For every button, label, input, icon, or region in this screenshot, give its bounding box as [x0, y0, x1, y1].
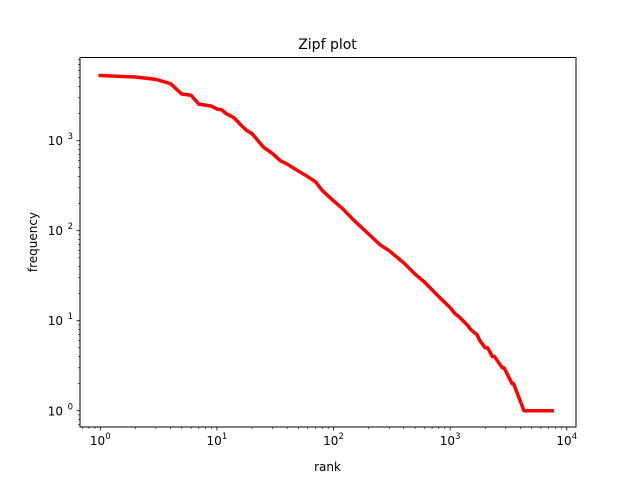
plot-frame: [79, 57, 577, 428]
y-tick-label: 10 1: [48, 312, 73, 328]
x-tick-base: 10: [556, 434, 571, 448]
x-axis-label: rank: [314, 460, 341, 474]
x-tick-label: 102: [323, 432, 344, 448]
x-tick-exponent: 1: [222, 432, 227, 442]
y-tick-exponent: 1: [68, 312, 73, 322]
series-line-0: [98, 73, 554, 413]
y-tick-label: 10 0: [48, 402, 73, 418]
y-tick-base: 10: [48, 314, 63, 328]
x-axis: 100 101 102 103 104: [81, 427, 577, 448]
x-tick-label: 104: [556, 432, 577, 448]
x-tick-exponent: 4: [572, 432, 577, 442]
y-tick-exponent: 2: [68, 222, 73, 232]
y-axis: 10 0 10 1 10 2 10 3: [48, 59, 80, 425]
x-tick-label: 103: [440, 432, 461, 448]
plot-area: [98, 73, 554, 413]
y-tick-base: 10: [48, 224, 63, 238]
x-tick-base: 10: [440, 434, 455, 448]
y-tick-exponent: 0: [68, 402, 73, 412]
y-tick-label: 10 2: [48, 222, 73, 238]
y-tick-base: 10: [48, 404, 63, 418]
x-tick-label: 101: [207, 432, 228, 448]
y-tick-label: 10 3: [48, 132, 73, 148]
y-tick-base: 10: [48, 134, 63, 148]
y-tick-exponent: 3: [68, 132, 73, 142]
x-tick-label: 100: [90, 432, 111, 448]
x-tick-exponent: 0: [105, 432, 110, 442]
x-tick-base: 10: [323, 434, 338, 448]
y-axis-label: frequency: [26, 212, 40, 272]
x-tick-base: 10: [90, 434, 105, 448]
x-tick-exponent: 3: [455, 432, 460, 442]
x-tick-exponent: 2: [338, 432, 343, 442]
x-tick-base: 10: [207, 434, 222, 448]
chart-title: Zipf plot: [298, 37, 357, 53]
